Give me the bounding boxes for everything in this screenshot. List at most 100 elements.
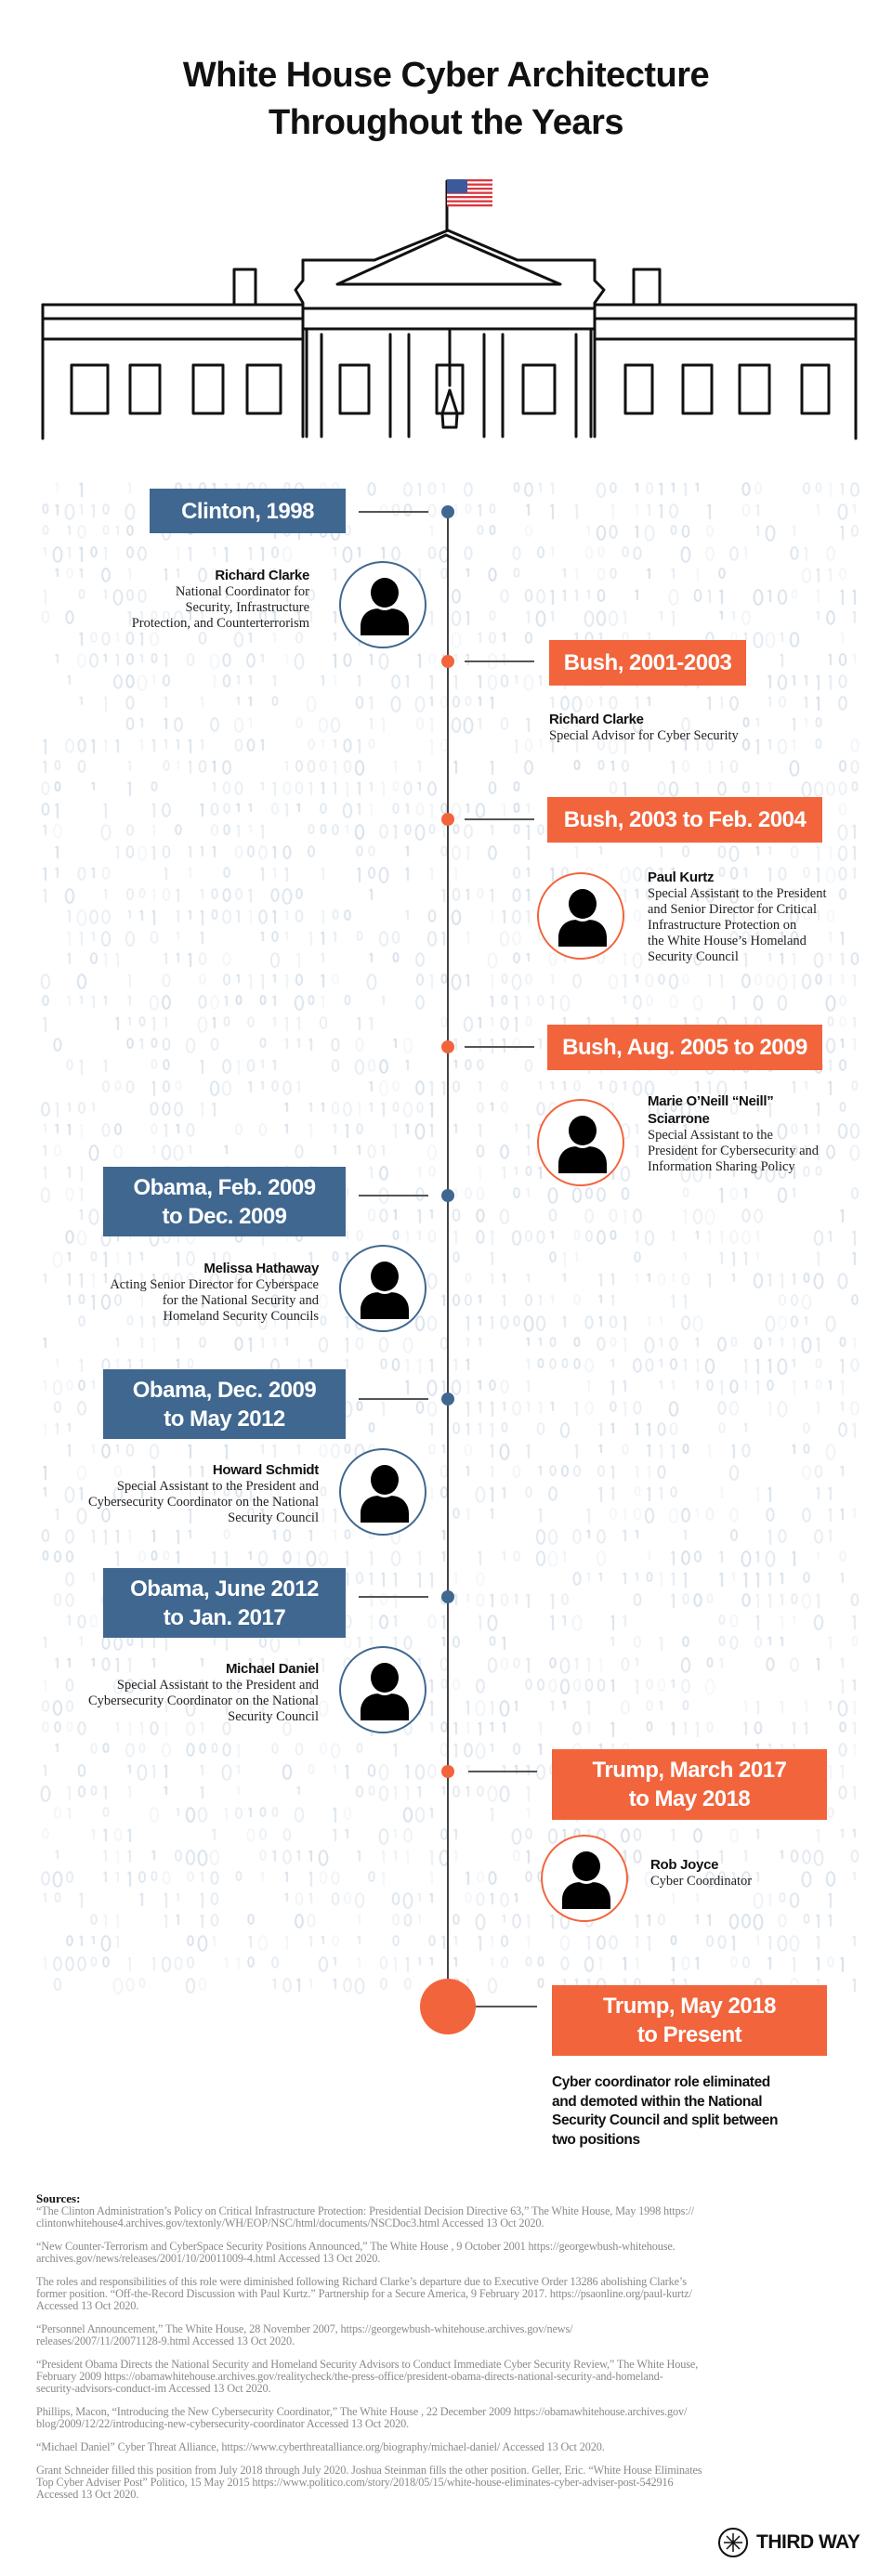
sources-section: Sources: “The Clinton Administration’s P…: [36, 2192, 872, 2512]
timeline-line: [447, 512, 449, 2007]
person-icon: [361, 1465, 409, 1523]
person-icon: [361, 1663, 409, 1720]
official-role: National Coordinator for: [175, 584, 309, 599]
timeline-marker: [441, 655, 454, 668]
official-name: Richard Clarke: [215, 568, 309, 583]
avatar: [537, 1099, 624, 1186]
official-role: Special Assistant to the President: [648, 886, 827, 901]
timeline-marker: [441, 1040, 454, 1053]
timeline-marker: [441, 813, 454, 826]
official-role: Cybersecurity Coordinator on the Nationa…: [87, 1693, 319, 1708]
connector-line: [465, 660, 534, 662]
period-text: to Dec. 2009: [162, 1203, 287, 1229]
timeline-marker: [441, 1189, 454, 1202]
period-text: Obama, Dec. 2009: [132, 1377, 317, 1403]
official-role: Security Council: [648, 949, 739, 964]
title-line-1: White House Cyber Architecture: [182, 56, 710, 95]
period-text: to Jan. 2017: [163, 1604, 286, 1630]
official-name: Richard Clarke: [549, 712, 644, 727]
official-role: Acting Senior Director for Cyberspace: [110, 1277, 319, 1292]
page-title: White House Cyber Architecture Throughou…: [0, 52, 892, 147]
source-line: security-advisors-conduct-im Accessed 13…: [36, 2382, 271, 2395]
official-role: Security Council: [228, 1510, 319, 1525]
person-icon: [361, 578, 409, 635]
connector-line: [359, 1195, 428, 1196]
source-line: “The Clinton Administration’s Policy on …: [36, 2204, 694, 2217]
person-icon: [558, 889, 607, 947]
official-role: Special Assistant to the President and: [116, 1678, 319, 1693]
source-line: “New Counter-Terrorism and CyberSpace Se…: [36, 2240, 676, 2253]
official-role: President for Cybersecurity and: [648, 1144, 820, 1158]
period-label: Obama, Dec. 2009 to May 2012: [103, 1369, 346, 1439]
period-label: Trump, March 2017 to May 2018: [552, 1749, 827, 1820]
official-name: Marie O’Neill “Neill”: [648, 1093, 774, 1109]
avatar: [339, 561, 426, 648]
official-info: Cyber coordinator role eliminated and dem…: [552, 2073, 778, 2150]
avatar: [339, 1448, 426, 1536]
period-text: Bush, Aug. 2005 to 2009: [562, 1035, 807, 1060]
official-info: Marie O’Neill “Neill” Sciarrone Special As…: [648, 1092, 819, 1175]
source-line: former position. “Off-the-Record Discuss…: [36, 2287, 692, 2300]
source-citation: “Michael Daniel” Cyber Threat Alliance, …: [36, 2441, 872, 2453]
person-icon: [361, 1262, 409, 1319]
official-info: Michael Daniel Special Assistant to the P…: [88, 1660, 319, 1725]
title-line-2: Throughout the Years: [268, 103, 624, 142]
period-text: Clinton, 1998: [181, 498, 314, 524]
official-info: Richard Clarke Special Advisor for Cyber …: [549, 711, 739, 744]
official-role: Information Sharing Policy: [648, 1159, 795, 1174]
connector-line: [359, 511, 428, 513]
person-icon: [562, 1851, 610, 1909]
third-way-logo: THIRD WAY: [717, 2527, 860, 2558]
white-house-illustration: [41, 179, 858, 440]
official-role: Infrastructure Protection on: [648, 918, 797, 933]
official-info: Paul Kurtz Special Assistant to the Presi…: [648, 869, 827, 965]
official-info: Rob Joyce Cyber Coordinator: [650, 1856, 752, 1890]
period-label: Bush, Aug. 2005 to 2009: [547, 1025, 822, 1070]
connector-line: [468, 1771, 537, 1772]
period-label: Bush, 2003 to Feb. 2004: [547, 797, 822, 843]
source-line: clintonwhitehouse4.archives.gov/textonly…: [36, 2216, 544, 2229]
period-label: Obama, Feb. 2009 to Dec. 2009: [103, 1167, 346, 1236]
official-role: Special Assistant to the President and: [116, 1479, 319, 1494]
official-name: Howard Schmidt: [212, 1462, 319, 1478]
period-text: Trump, March 2017: [592, 1758, 787, 1783]
source-line: Top Cyber Adviser Post” Politico, 15 May…: [36, 2476, 674, 2489]
source-citation: Phillips, Macon, “Introducing the New Cy…: [36, 2406, 872, 2430]
avatar: [537, 872, 624, 960]
source-line: Phillips, Macon, “Introducing the New Cy…: [36, 2405, 688, 2418]
official-role: Protection, and Counterterrorism: [131, 616, 309, 631]
official-role: and Senior Director for Critical: [648, 902, 817, 917]
official-role: and demoted within the National: [552, 2093, 763, 2110]
source-line: “Michael Daniel” Cyber Threat Alliance, …: [36, 2440, 605, 2453]
source-line: “Personnel Announcement,” The White Hous…: [36, 2322, 573, 2335]
sources-heading: Sources:: [36, 2191, 81, 2205]
official-role: for the National Security and: [162, 1293, 319, 1308]
person-icon: [558, 1116, 607, 1173]
official-name: Michael Daniel: [225, 1661, 319, 1677]
period-text: Bush, 2001-2003: [563, 650, 732, 675]
source-line: Accessed 13 Oct 2020.: [36, 2488, 139, 2501]
us-flag-icon: [447, 179, 492, 207]
timeline-marker: [441, 1765, 454, 1778]
official-role: Cybersecurity Coordinator on the Nationa…: [87, 1495, 319, 1510]
connector-line: [476, 2006, 537, 2007]
period-text: Obama, Feb. 2009: [133, 1174, 316, 1200]
source-citation: Grant Schneider filled this position fro…: [36, 2465, 872, 2501]
official-role: Cyber Coordinator: [650, 1874, 753, 1889]
logo-text: THIRD WAY: [756, 2531, 860, 2553]
official-info: Howard Schmidt Special Assistant to the P…: [88, 1461, 319, 1526]
source-citation: “The Clinton Administration’s Policy on …: [36, 2205, 872, 2229]
official-role: Homeland Security Councils: [163, 1309, 319, 1324]
avatar: [339, 1245, 426, 1332]
avatar: [339, 1646, 426, 1733]
timeline-marker: [441, 1393, 454, 1406]
period-text: Obama, June 2012: [130, 1576, 319, 1602]
source-line: blog/2009/12/22/introducing-new-cybersec…: [36, 2417, 410, 2430]
compass-star-icon: [718, 2528, 748, 2557]
period-text: Bush, 2003 to Feb. 2004: [563, 807, 807, 832]
official-role: Security Council: [228, 1709, 319, 1724]
period-label: Clinton, 1998: [150, 489, 346, 533]
official-role: Security, Infrastructure: [185, 600, 309, 615]
period-label: Bush, 2001-2003: [549, 640, 746, 686]
period-label: Obama, June 2012 to Jan. 2017: [103, 1568, 346, 1638]
